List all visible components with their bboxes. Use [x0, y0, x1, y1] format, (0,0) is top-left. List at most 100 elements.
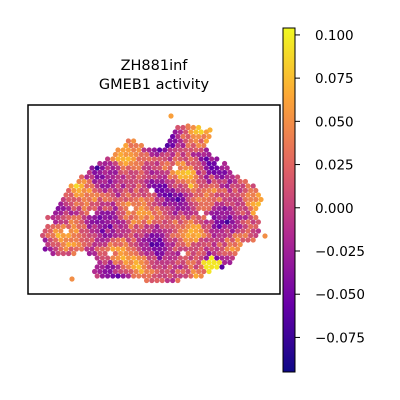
spot-point — [112, 178, 118, 185]
spot-point — [118, 259, 124, 266]
spot-point — [50, 241, 56, 248]
spot-point — [183, 237, 189, 243]
spot-point — [211, 250, 217, 257]
spot-point — [94, 255, 100, 261]
spot-point — [216, 232, 222, 239]
spot-point — [89, 183, 95, 189]
colorbar-tick-label: 0.025 — [315, 158, 354, 174]
spot-point — [123, 178, 129, 185]
spot-point — [149, 178, 155, 185]
spot-point — [237, 241, 243, 248]
spot-point — [180, 241, 186, 248]
spot-point — [190, 250, 196, 257]
spot-point — [248, 214, 254, 221]
spot-point — [84, 174, 90, 180]
spot-point — [123, 142, 129, 149]
spot-point — [68, 246, 74, 252]
spot-point — [79, 183, 85, 189]
spot-point — [112, 223, 118, 230]
spot-point — [60, 250, 66, 257]
spot-point — [180, 187, 186, 194]
spot-point — [253, 187, 259, 194]
spot-layer — [40, 113, 268, 284]
spot-point — [232, 196, 238, 203]
spot-point — [175, 169, 181, 176]
spot-point — [138, 223, 144, 230]
spot-point — [237, 187, 243, 194]
spot-point — [224, 174, 230, 180]
spot-point — [141, 183, 147, 189]
spot-point — [198, 183, 204, 189]
spot-point — [167, 192, 173, 198]
spot-point — [105, 192, 111, 198]
spot-point — [209, 237, 215, 243]
spot-point — [162, 192, 168, 198]
spot-point — [118, 196, 124, 203]
spot-point — [120, 228, 126, 234]
spot-point — [89, 237, 95, 243]
spot-point — [89, 201, 95, 207]
spot-point — [144, 187, 150, 194]
spot-point — [162, 264, 168, 270]
spot-point — [55, 214, 61, 221]
spot-point — [105, 255, 111, 261]
spot-point — [157, 174, 163, 180]
spot-point — [86, 241, 92, 248]
spot-point — [206, 205, 212, 212]
spot-point — [198, 273, 204, 279]
spot-point — [229, 192, 235, 198]
spot-point — [175, 250, 181, 257]
spot-point — [224, 246, 230, 252]
spot-point — [133, 268, 139, 275]
spot-point — [138, 214, 144, 221]
spot-point — [79, 192, 85, 198]
spot-point — [144, 160, 150, 167]
spot-point — [151, 156, 157, 162]
spot-point — [115, 147, 121, 153]
spot-point — [79, 174, 85, 180]
spot-point — [167, 138, 173, 144]
spot-point — [209, 264, 215, 270]
spot-point — [183, 147, 189, 153]
spot-point — [185, 187, 191, 194]
spot-point — [175, 268, 181, 275]
spot-point — [159, 268, 165, 275]
spot-point — [164, 187, 170, 194]
spot-point — [164, 259, 170, 266]
spot-point — [146, 192, 152, 198]
spot-point — [154, 196, 160, 203]
spot-point — [149, 169, 155, 176]
spot-point — [123, 196, 129, 203]
spot-point — [185, 133, 191, 140]
spot-point — [60, 241, 66, 248]
spot-point — [248, 232, 254, 239]
spot-point — [177, 255, 183, 261]
spot-point — [118, 169, 124, 176]
spot-point — [209, 165, 215, 171]
spot-point — [211, 160, 217, 167]
spot-point — [180, 196, 186, 203]
spot-point — [216, 250, 222, 257]
spot-point — [198, 156, 204, 162]
spot-point — [224, 201, 230, 207]
spot-point — [219, 165, 225, 171]
spot-point — [211, 214, 217, 221]
spot-point — [115, 264, 121, 270]
spot-point — [237, 232, 243, 239]
spot-point — [154, 214, 160, 221]
spot-point — [123, 160, 129, 167]
spot-point — [222, 214, 228, 221]
spot-point — [84, 210, 90, 216]
spot-point — [219, 183, 225, 189]
spot-point — [209, 255, 215, 261]
spot-point — [185, 241, 191, 248]
spot-point — [99, 273, 105, 279]
spot-point — [209, 201, 215, 207]
spot-point — [99, 183, 105, 189]
spot-point — [177, 246, 183, 252]
spot-point — [164, 214, 170, 221]
spot-point — [222, 205, 228, 212]
spot-point — [175, 142, 181, 149]
spot-point — [211, 232, 217, 239]
spot-point — [250, 192, 256, 198]
